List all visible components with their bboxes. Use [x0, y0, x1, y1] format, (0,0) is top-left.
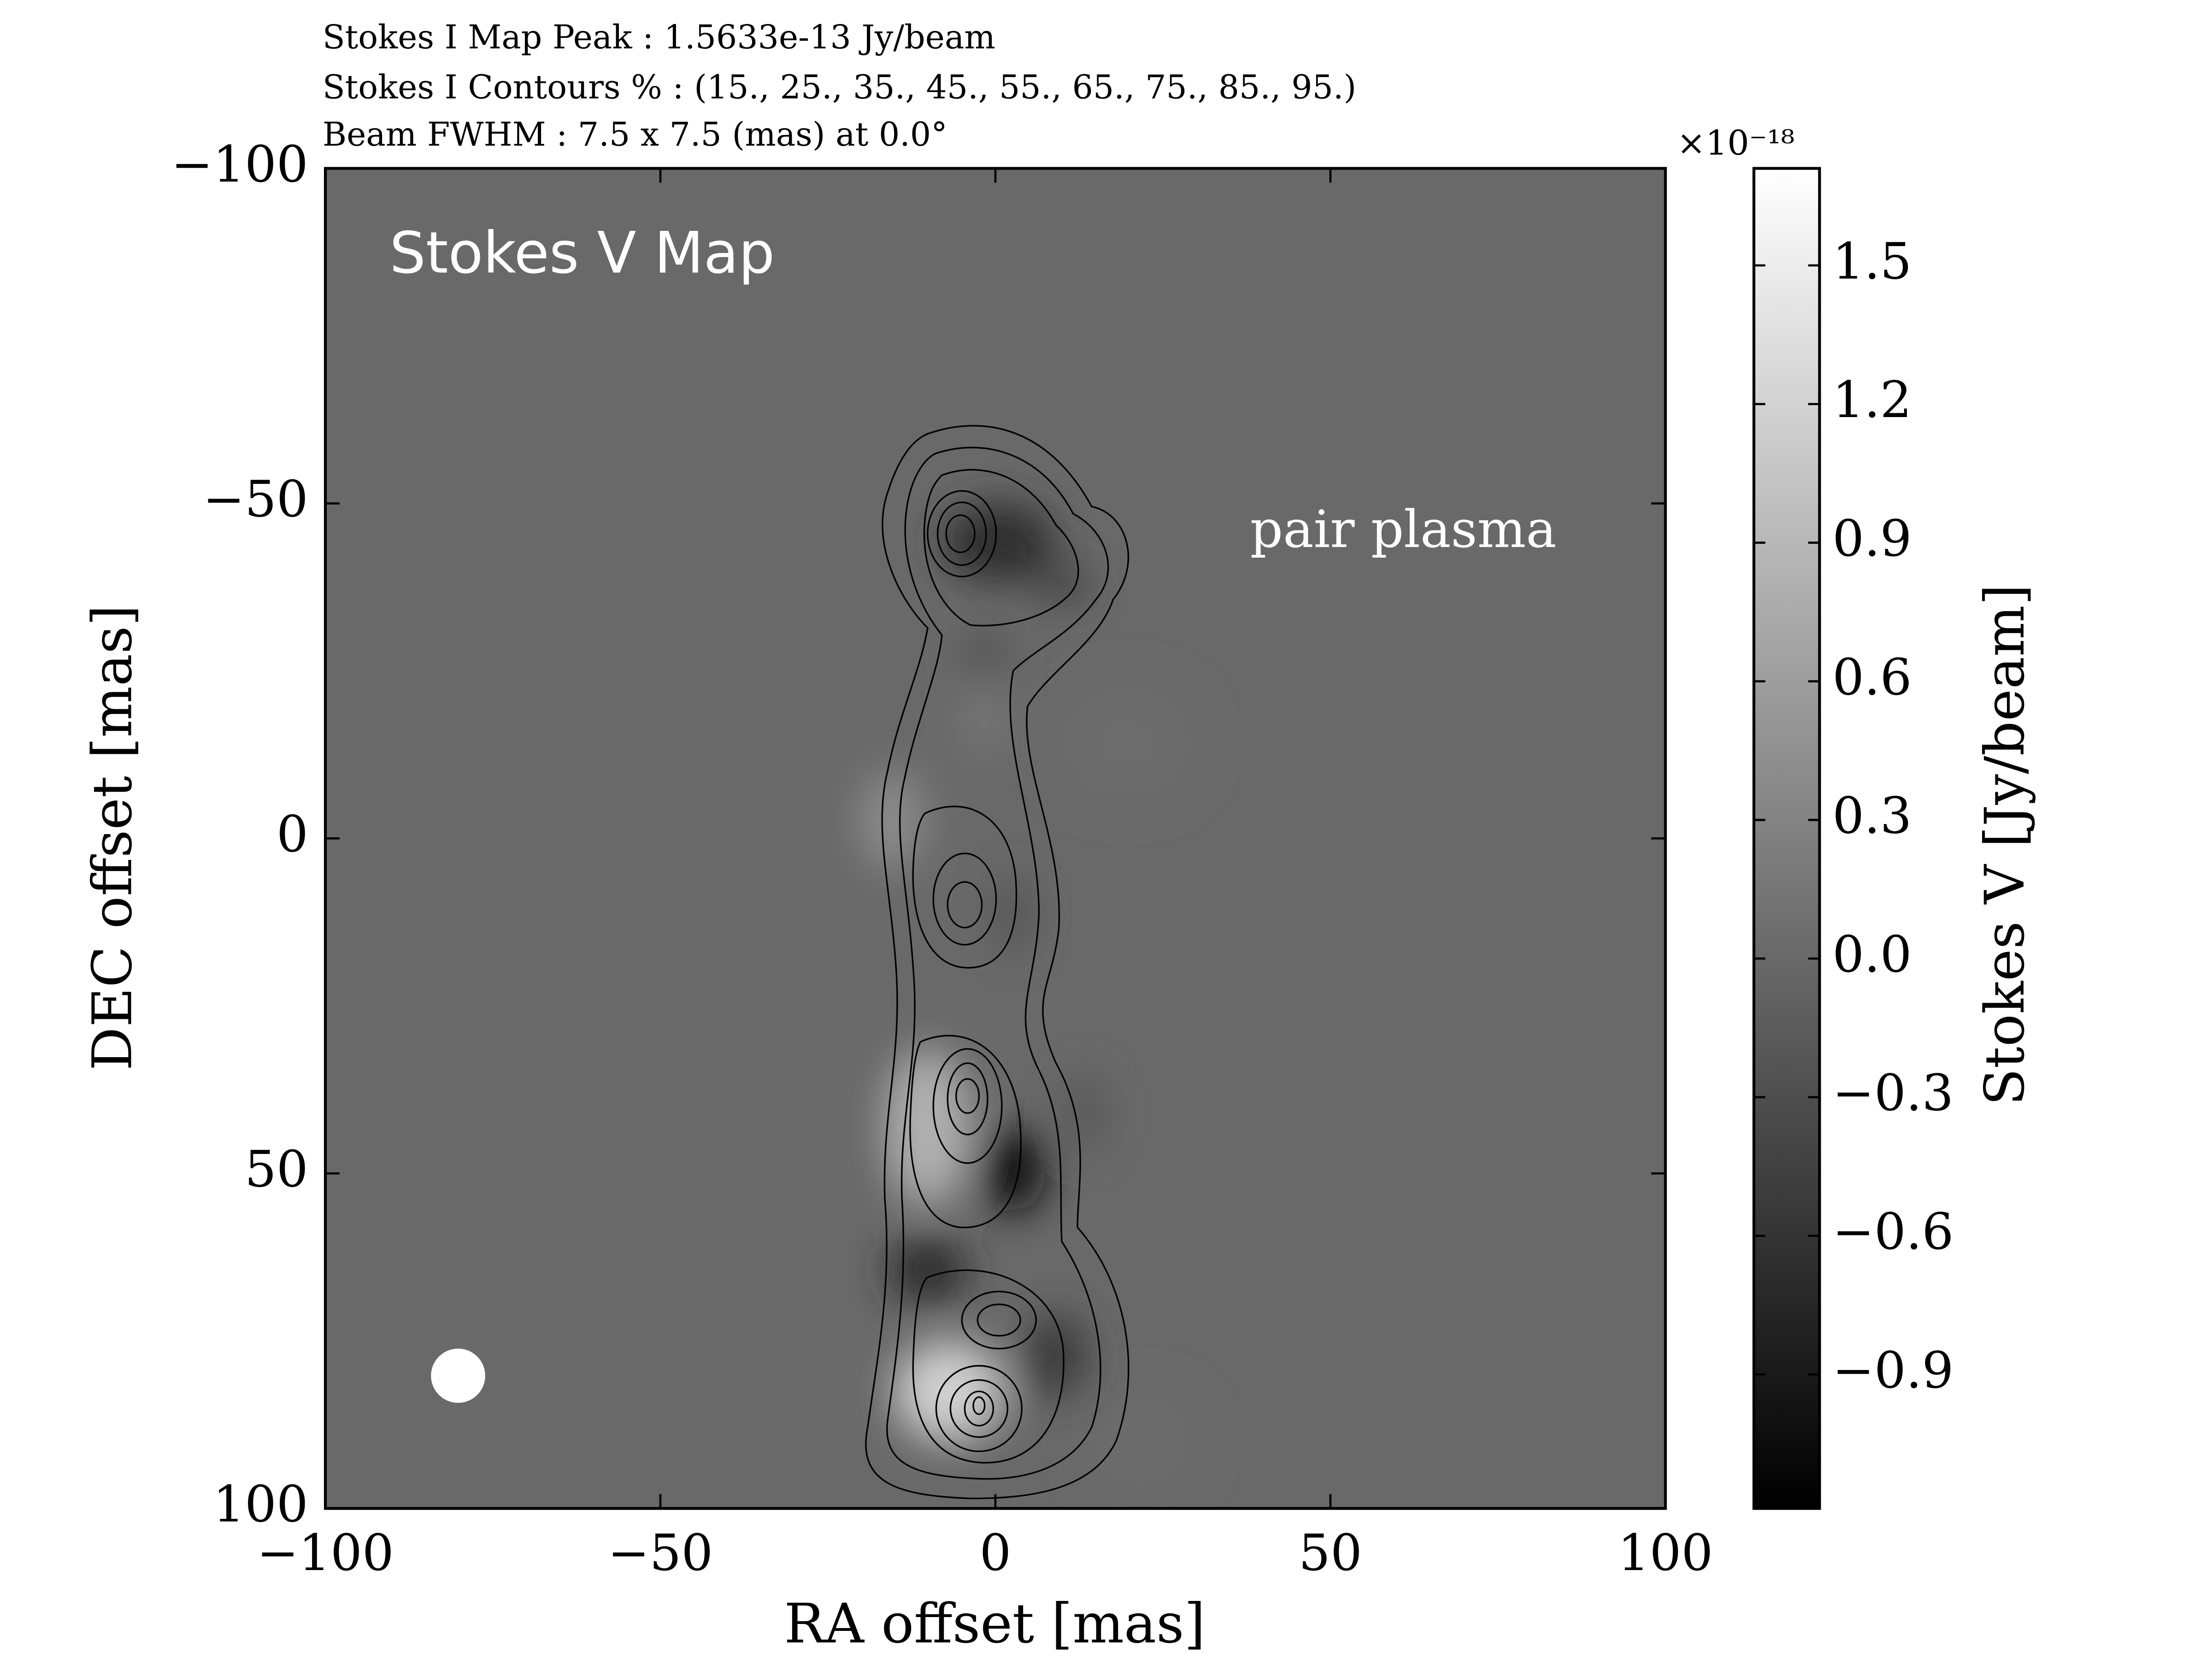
- header-line: Stokes I Contours % : (15., 25., 35., 45…: [323, 68, 1356, 106]
- x-tick-label: 50: [1299, 1524, 1362, 1582]
- colorbar-tick-label: −0.9: [1832, 1341, 1953, 1400]
- y-tick-label: 0: [276, 805, 308, 864]
- colorbar-tick-label: 1.2: [1832, 371, 1912, 429]
- x-tick-label: 0: [980, 1524, 1012, 1582]
- x-tick-label: −50: [608, 1524, 713, 1582]
- annotation: pair plasma: [1250, 500, 1557, 559]
- colorbar-offset: ×10⁻¹⁸: [1677, 123, 1795, 163]
- map-label: Stokes V Map: [389, 220, 775, 287]
- x-axis-label: RA offset [mas]: [784, 1592, 1205, 1655]
- y-tick-label: 100: [213, 1475, 308, 1534]
- colorbar-tick-label: 0.6: [1832, 648, 1912, 706]
- header-line: Beam FWHM : 7.5 x 7.5 (mas) at 0.0°: [323, 115, 947, 153]
- x-tick-label: −100: [257, 1524, 394, 1582]
- map-background: [325, 168, 1665, 1509]
- colorbar-tick-label: 0.3: [1832, 787, 1912, 845]
- beam: [431, 1348, 485, 1403]
- colorbar-label: Stokes V [Jy/beam]: [1973, 584, 2036, 1106]
- stokes-i-contours: [865, 425, 1130, 1500]
- colorbar-tick-label: −0.6: [1832, 1202, 1953, 1261]
- y-axis-label: DEC offset [mas]: [81, 605, 144, 1071]
- stokes-v-map: [431, 425, 1185, 1500]
- y-tick-label: −100: [171, 135, 308, 194]
- colorbar-tick-label: −0.3: [1832, 1064, 1953, 1122]
- colorbar-tick-label: 0.0: [1832, 925, 1912, 983]
- y-tick-label: 50: [245, 1140, 308, 1199]
- colorbar-tick-label: 0.9: [1832, 509, 1912, 568]
- header-line: Stokes I Map Peak : 1.5633e-13 Jy/beam: [323, 18, 995, 56]
- colorbar-tick-label: 1.5: [1832, 232, 1912, 290]
- y-tick-label: −50: [203, 470, 308, 529]
- colorbar: [1752, 167, 1821, 1510]
- x-tick-label: 100: [1618, 1524, 1713, 1582]
